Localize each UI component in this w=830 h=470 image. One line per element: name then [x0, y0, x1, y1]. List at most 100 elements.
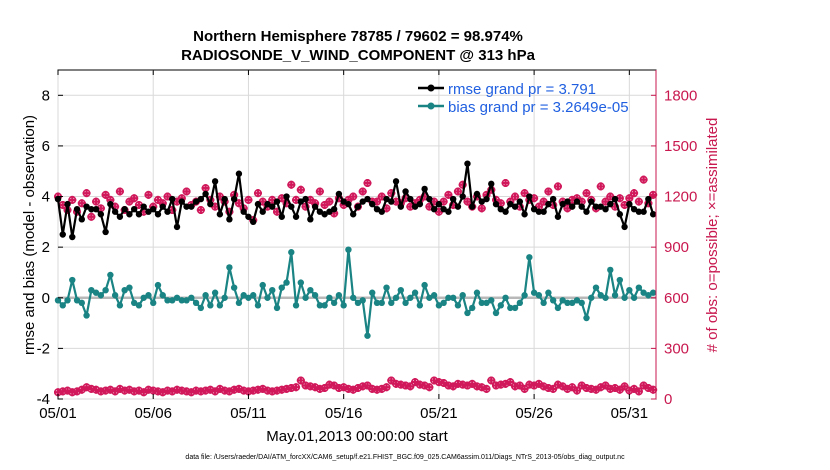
obs-count-point — [182, 187, 191, 196]
rmse-point — [216, 211, 224, 218]
chart-title-line1: Northern Hemisphere 78785 / 79602 = 98.9… — [193, 28, 523, 45]
rmse-point — [521, 211, 528, 218]
bias-point — [121, 286, 128, 294]
rmse-point — [511, 203, 519, 210]
bias-point — [292, 302, 300, 309]
rmse-point — [449, 195, 457, 203]
bias-point — [102, 286, 109, 294]
bias-point — [316, 302, 324, 309]
bias-point — [235, 299, 243, 307]
rmse-point — [573, 198, 581, 205]
x-tick-label: 05/06 — [134, 405, 172, 422]
bias-point — [211, 289, 219, 296]
bias-point — [502, 294, 509, 301]
obs-assimilated-marker — [163, 192, 172, 201]
legend-bias-label: bias grand pr = 3.2649e-05 — [448, 99, 629, 116]
rmse-point — [78, 216, 86, 223]
rmse-point — [130, 205, 138, 213]
obs-assimilated-marker — [553, 182, 562, 191]
rmse-point — [83, 203, 90, 210]
rmse-point — [559, 200, 566, 208]
bias-point — [621, 294, 628, 301]
bias-point — [273, 304, 281, 312]
rmse-point — [321, 211, 328, 218]
rmse-point — [240, 208, 247, 215]
bias-point — [178, 297, 185, 304]
bias-point — [592, 284, 600, 291]
x-tick-label: 05/11 — [230, 405, 266, 422]
bias-point — [97, 292, 105, 299]
y-axis-left-ticks: -4 -2 0 2 4 6 8 — [37, 87, 63, 408]
obs-count-point — [325, 197, 334, 206]
obs-count-point — [477, 383, 486, 392]
obs-assimilated-marker — [196, 206, 205, 215]
bias-point — [564, 299, 571, 307]
obs-assimilated-marker — [349, 192, 358, 201]
y2-tick-label: 0 — [664, 391, 672, 408]
bias-point — [635, 284, 643, 291]
bias-point — [88, 286, 95, 294]
bias-point — [221, 294, 228, 301]
rmse-point — [440, 205, 447, 213]
obs-assimilated-marker — [115, 187, 124, 196]
chart-title-line2: RADIOSONDE_V_WIND_COMPONENT @ 313 hPa — [181, 47, 536, 64]
bias-point — [526, 254, 533, 261]
rmse-point — [102, 228, 109, 236]
x-tick-label: 05/31 — [611, 405, 649, 422]
bias-point — [159, 292, 166, 299]
obs-assimilated-marker — [477, 204, 486, 213]
bias-point — [554, 304, 562, 312]
bias-point — [250, 292, 257, 299]
y-tick-label: -2 — [37, 340, 50, 357]
bias-point — [369, 289, 376, 296]
y-axis-right-ticks: 0 300 600 900 1200 1500 1800 — [651, 70, 697, 408]
rmse-point — [169, 195, 176, 203]
rmse-point — [316, 208, 324, 215]
obs-assimilated-marker — [292, 383, 301, 392]
rmse-point — [159, 203, 166, 210]
obs-assimilated-marker — [582, 189, 591, 198]
bias-point — [440, 299, 447, 307]
y2-tick-label: 1500 — [664, 138, 697, 155]
obs-assimilated-marker — [77, 199, 86, 208]
bias-point — [130, 299, 138, 307]
bias-point — [459, 292, 466, 299]
obs-count-point — [544, 187, 553, 196]
rmse-point — [583, 208, 590, 215]
bias-point — [297, 279, 305, 286]
obs-count-point — [563, 384, 572, 393]
obs-count-point — [296, 376, 305, 385]
bias-point — [407, 294, 414, 301]
rmse-point — [645, 195, 652, 203]
bias-point — [488, 297, 495, 304]
obs-assimilated-marker — [244, 195, 253, 204]
plot-area — [57, 69, 657, 400]
obs-count-point — [144, 190, 153, 199]
rmse-point — [254, 200, 262, 208]
bias-point — [578, 299, 585, 307]
obs-count-point — [453, 187, 462, 196]
bias-point — [426, 294, 433, 301]
x-axis-label: May.01,2013 00:00:00 start — [266, 428, 448, 445]
rmse-point — [164, 208, 171, 215]
bias-point — [340, 302, 347, 309]
bias-point — [354, 299, 362, 307]
rmse-point — [378, 208, 385, 215]
rmse-point — [245, 213, 252, 220]
obs-count-point — [358, 187, 367, 196]
bias-point — [216, 302, 224, 309]
bias-point — [388, 299, 395, 307]
rmse-point — [635, 208, 643, 215]
obs-count-point — [292, 383, 301, 392]
bias-point — [230, 284, 238, 291]
obs-count-point — [425, 383, 434, 392]
y2-tick-label: 1200 — [664, 189, 697, 206]
y-axis-label: rmse and bias (model - observation) — [21, 115, 38, 355]
bias-point — [449, 294, 457, 301]
rmse-point — [250, 218, 257, 226]
rmse-point — [507, 200, 514, 208]
bias-point — [349, 294, 357, 301]
bias-point — [588, 294, 595, 301]
rmse-point — [273, 198, 281, 205]
